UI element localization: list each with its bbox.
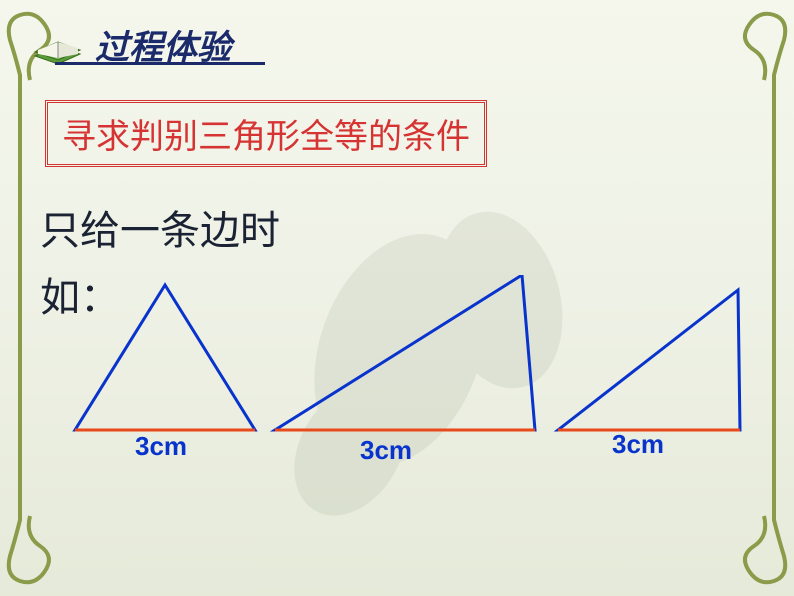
title-box: 寻求判别三角形全等的条件 (45, 100, 487, 167)
triangle-label-3: 3cm (612, 429, 664, 459)
triangle-1 (75, 285, 255, 430)
triangles-area: 3cm 3cm 3cm (60, 275, 760, 535)
triangles-svg: 3cm 3cm 3cm (60, 275, 760, 535)
triangle-label-1: 3cm (135, 431, 187, 461)
title-text: 寻求判别三角形全等的条件 (62, 119, 470, 156)
triangle-label-2: 3cm (360, 435, 412, 465)
subtitle-line1: 只给一条边时 (40, 198, 280, 256)
book-icon (30, 24, 85, 66)
triangle-3 (558, 290, 740, 430)
header-underline (55, 62, 265, 65)
triangle-2 (275, 275, 535, 430)
